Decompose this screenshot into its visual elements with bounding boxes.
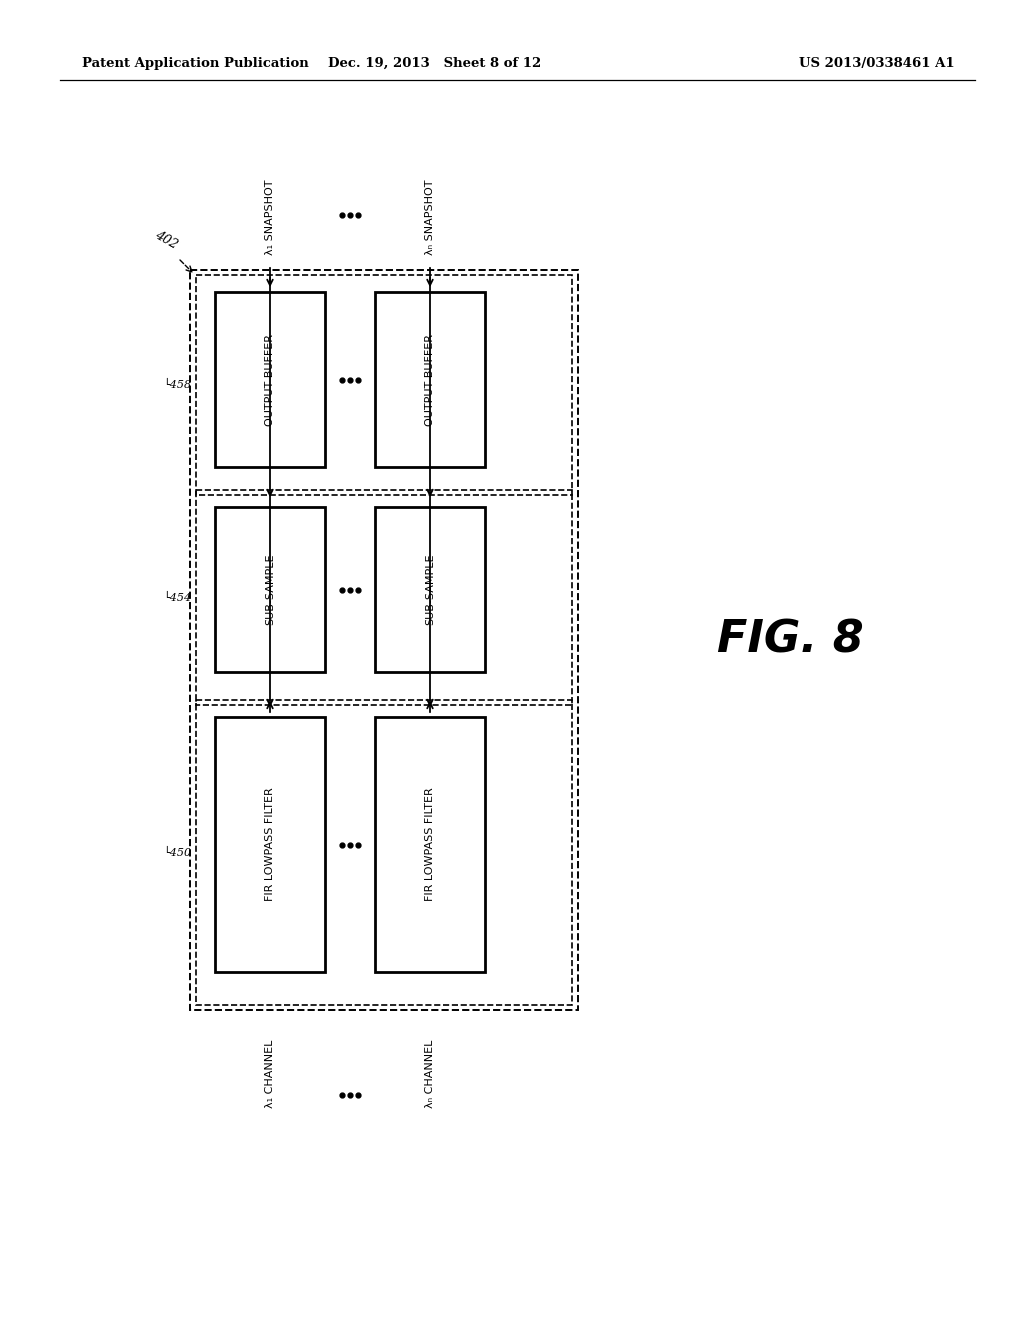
Bar: [375, 292, 485, 467]
Bar: [196, 700, 572, 1005]
Bar: [196, 490, 572, 705]
Text: λₙ CHANNEL: λₙ CHANNEL: [425, 1040, 435, 1109]
Text: SUB-SAMPLE: SUB-SAMPLE: [265, 554, 275, 626]
Text: └458: └458: [163, 380, 191, 389]
Bar: [215, 507, 325, 672]
Text: λₙ SNAPSHOT: λₙ SNAPSHOT: [425, 180, 435, 255]
Text: Patent Application Publication: Patent Application Publication: [82, 57, 309, 70]
Text: λ₁ CHANNEL: λ₁ CHANNEL: [265, 1040, 275, 1109]
Bar: [215, 717, 325, 972]
Text: └454: └454: [163, 593, 191, 602]
Bar: [375, 717, 485, 972]
Text: 402: 402: [153, 228, 180, 252]
Text: SUB-SAMPLE: SUB-SAMPLE: [425, 554, 435, 626]
Bar: [215, 292, 325, 467]
Text: OUTPUT BUFFER: OUTPUT BUFFER: [425, 334, 435, 425]
Bar: [375, 507, 485, 672]
Text: FIR LOWPASS FILTER: FIR LOWPASS FILTER: [265, 788, 275, 902]
Text: US 2013/0338461 A1: US 2013/0338461 A1: [800, 57, 955, 70]
Bar: [196, 275, 572, 495]
Text: └450: └450: [163, 847, 191, 858]
Text: λ₁ SNAPSHOT: λ₁ SNAPSHOT: [265, 180, 275, 255]
Text: FIG. 8: FIG. 8: [717, 619, 863, 661]
Text: FIR LOWPASS FILTER: FIR LOWPASS FILTER: [425, 788, 435, 902]
Text: OUTPUT BUFFER: OUTPUT BUFFER: [265, 334, 275, 425]
Text: Dec. 19, 2013   Sheet 8 of 12: Dec. 19, 2013 Sheet 8 of 12: [329, 57, 542, 70]
Bar: [190, 271, 578, 1010]
